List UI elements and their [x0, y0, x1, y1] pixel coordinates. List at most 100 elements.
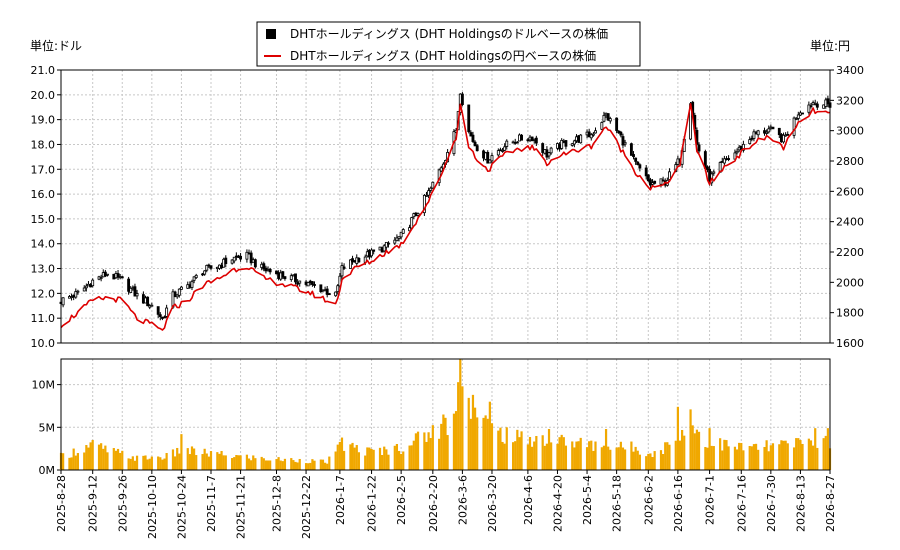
candle-body [156, 306, 160, 315]
volume-bar [666, 442, 669, 470]
legend-box [256, 21, 641, 67]
volume-bar [543, 445, 546, 470]
candle-body [826, 98, 830, 105]
volume-bar [712, 446, 715, 470]
candle-body [306, 282, 310, 287]
volume-bars [59, 359, 832, 470]
volume-bar [588, 441, 591, 470]
volume-bar [528, 436, 532, 470]
candle-body [190, 281, 194, 288]
candle-body [120, 276, 124, 279]
volume-bar [239, 455, 242, 470]
candle-body [127, 278, 131, 292]
volume-bar [558, 437, 561, 470]
volume-bar [294, 461, 297, 470]
x-tick-label: 2025-9-26 [116, 475, 129, 532]
candle-body [370, 249, 373, 257]
volume-bar [412, 440, 415, 470]
candle-body [230, 259, 234, 264]
right-tick-label: 3000 [836, 125, 864, 138]
candle-body [615, 117, 619, 131]
x-tick-label: 2025-10-10 [146, 475, 159, 539]
candle-body [496, 150, 500, 156]
volume-bar [351, 442, 354, 470]
volume-bar [564, 445, 568, 470]
volume-bar [146, 459, 149, 470]
volume-bar [119, 452, 122, 470]
volume-bar [562, 437, 565, 470]
volume-bar [357, 452, 360, 470]
x-tick-label: 2026-6-2 [642, 475, 655, 525]
candle-body [469, 132, 473, 137]
candle-body [334, 291, 338, 297]
volume-bar [490, 423, 494, 470]
candle-body [579, 134, 583, 144]
candle-body [84, 285, 88, 289]
volume-bar [638, 454, 641, 470]
right-tick-label: 2400 [836, 216, 864, 229]
volume-bar [750, 446, 753, 470]
right-tick-label: 2600 [836, 185, 864, 198]
left-tick-label: 17.0 [31, 163, 56, 176]
volume-bar [792, 447, 796, 470]
candle-body [179, 286, 183, 290]
right-tick-label: 3200 [836, 94, 864, 107]
volume-bar [372, 449, 375, 470]
volume-bar [780, 440, 783, 470]
volume-bar [72, 448, 75, 470]
candle-body [298, 280, 302, 284]
volume-bar [535, 435, 538, 470]
candle-body [541, 143, 545, 153]
volume-bar [262, 458, 265, 470]
volume-bar [283, 458, 287, 470]
candle-body [262, 263, 266, 270]
candle-body [475, 145, 479, 152]
volume-bar [309, 462, 312, 470]
volume-bar [431, 425, 434, 470]
volume-bar [250, 460, 253, 470]
candlestick-series [59, 92, 832, 321]
volume-bar [795, 438, 798, 470]
volume-bar [218, 453, 221, 470]
volume-bar [252, 455, 255, 470]
candle-body [712, 171, 716, 174]
price-plot-border [60, 69, 831, 344]
volume-bar [85, 445, 88, 470]
volume-bar [826, 428, 829, 470]
volume-bar [469, 418, 472, 470]
volume-bar [275, 459, 278, 470]
candle-body [572, 140, 576, 145]
volume-bar [91, 439, 94, 470]
volume-bar [106, 452, 109, 470]
candle-body [471, 134, 475, 142]
candle-body [467, 104, 471, 133]
right-tick-label: 1800 [836, 307, 864, 320]
volume-bar [336, 444, 339, 470]
volume-bar [778, 444, 781, 470]
volume-bar [127, 458, 130, 470]
volume-bar [203, 448, 206, 470]
volume-bar [70, 457, 73, 470]
volume-bar [216, 452, 219, 470]
volume-bar [590, 440, 593, 470]
volume-bar [575, 441, 578, 470]
price-yticks-right: 3400 3200 3000 2800 2600 2400 2200 2000 1800 1600 [830, 64, 864, 350]
volume-bar [782, 440, 785, 470]
volume-bar [368, 447, 371, 470]
volume-bar [313, 460, 316, 470]
volume-bar [116, 448, 120, 470]
candle-body [429, 187, 433, 191]
volume-bar [112, 448, 115, 470]
candle-body [490, 155, 494, 162]
volume-bar [104, 445, 107, 470]
volume-bar [247, 458, 251, 470]
x-tick-label: 2026-6-16 [672, 475, 685, 532]
volume-bar [473, 407, 477, 470]
volume-bar [381, 454, 384, 470]
volume-bar [429, 437, 432, 470]
volume-bar [661, 454, 665, 470]
right-tick-label: 2200 [836, 246, 864, 259]
left-tick-label: 20.0 [31, 89, 56, 102]
candle-body [589, 134, 593, 139]
volume-bar [427, 432, 430, 470]
